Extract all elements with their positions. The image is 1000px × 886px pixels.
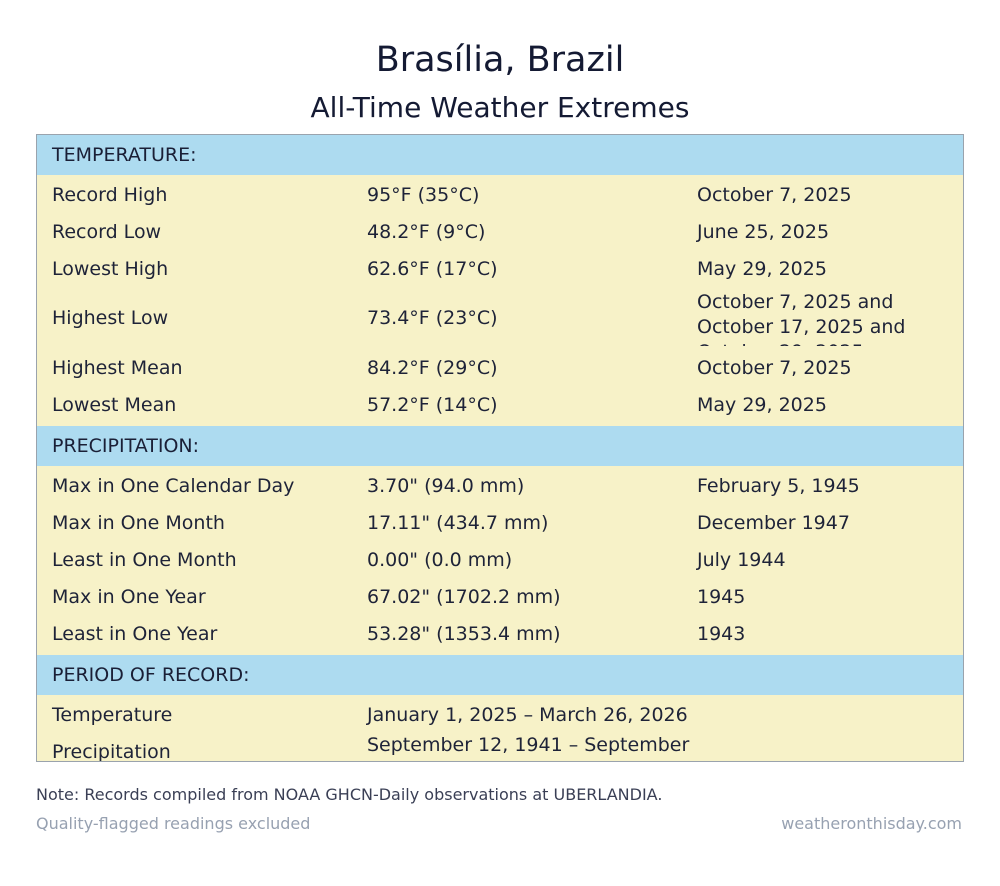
row-value: 62.6°F (17°C)	[367, 257, 498, 280]
section-header-temperature: TEMPERATURE:	[37, 135, 963, 175]
row-value: 53.28" (1353.4 mm)	[367, 622, 561, 645]
section-header-period: PERIOD OF RECORD:	[37, 655, 963, 695]
table-row: Lowest High 62.6°F (17°C) May 29, 2025	[37, 250, 963, 287]
row-date: May 29, 2025	[697, 257, 827, 280]
row-value: 3.70" (94.0 mm)	[367, 474, 525, 497]
row-label: Least in One Month	[52, 548, 237, 571]
row-value: January 1, 2025 – March 26, 2026	[367, 703, 688, 726]
row-date: May 29, 2025	[697, 393, 827, 416]
extremes-table: TEMPERATURE: Record High 95°F (35°C) Oct…	[36, 134, 964, 762]
table-row: Lowest Mean 57.2°F (14°C) May 29, 2025	[37, 386, 963, 423]
row-label: Highest Low	[52, 307, 169, 329]
row-date: 1943	[697, 622, 746, 645]
quality-note: Quality-flagged readings excluded	[36, 814, 311, 833]
table-row: Record High 95°F (35°C) October 7, 2025	[37, 176, 963, 213]
row-label: Record High	[52, 183, 168, 206]
row-date: December 1947	[697, 511, 850, 534]
footer-note: Note: Records compiled from NOAA GHCN-Da…	[36, 785, 663, 804]
section-body-precipitation: Max in One Calendar Day 3.70" (94.0 mm) …	[37, 466, 963, 655]
row-date: October 7, 2025	[697, 356, 852, 379]
row-value: 84.2°F (29°C)	[367, 356, 498, 379]
row-value: 17.11" (434.7 mm)	[367, 511, 549, 534]
table-row: Max in One Month 17.11" (434.7 mm) Decem…	[37, 504, 963, 541]
page-subtitle: All-Time Weather Extremes	[310, 91, 690, 124]
row-label: Precipitation	[52, 740, 171, 762]
row-value: 0.00" (0.0 mm)	[367, 548, 513, 571]
row-label: Temperature	[52, 703, 173, 726]
row-value: 48.2°F (9°C)	[367, 220, 486, 243]
row-label: Max in One Year	[52, 585, 206, 608]
table-row: Least in One Month 0.00" (0.0 mm) July 1…	[37, 541, 963, 578]
section-header-precipitation: PRECIPITATION:	[37, 426, 963, 466]
table-row: Record Low 48.2°F (9°C) June 25, 2025	[37, 213, 963, 250]
table-row: Least in One Year 53.28" (1353.4 mm) 194…	[37, 615, 963, 652]
table-row: Max in One Calendar Day 3.70" (94.0 mm) …	[37, 467, 963, 504]
row-label: Record Low	[52, 220, 162, 243]
row-label: Highest Mean	[52, 356, 183, 379]
row-value: 73.4°F (23°C)	[367, 307, 498, 329]
row-value: 95°F (35°C)	[367, 183, 480, 206]
table-row: Temperature January 1, 2025 – March 26, …	[37, 696, 963, 733]
table-row: Max in One Year 67.02" (1702.2 mm) 1945	[37, 578, 963, 615]
row-date: October 7, 2025	[697, 183, 852, 206]
row-date: July 1944	[697, 548, 786, 571]
row-value: September 12, 1941 – September 20, 1993	[367, 734, 690, 761]
row-value: 57.2°F (14°C)	[367, 393, 498, 416]
row-date: February 5, 1945	[697, 474, 860, 497]
row-label: Lowest High	[52, 257, 169, 280]
row-date: June 25, 2025	[697, 220, 830, 243]
table-row: Highest Mean 84.2°F (29°C) October 7, 20…	[37, 349, 963, 386]
row-label: Least in One Year	[52, 622, 218, 645]
source-label: weatheronthisday.com	[781, 814, 962, 833]
table-row: Precipitation September 12, 1941 – Septe…	[37, 733, 963, 762]
section-body-period: Temperature January 1, 2025 – March 26, …	[37, 695, 963, 762]
row-label: Max in One Month	[52, 511, 225, 534]
page-title: Brasília, Brazil	[375, 40, 625, 80]
row-label: Lowest Mean	[52, 393, 177, 416]
row-date: October 7, 2025 and October 17, 2025 and…	[697, 291, 906, 346]
table-row: Highest Low 73.4°F (23°C) October 7, 202…	[37, 287, 963, 349]
row-label: Max in One Calendar Day	[52, 474, 295, 497]
row-date: 1945	[697, 585, 746, 608]
row-value: 67.02" (1702.2 mm)	[367, 585, 561, 608]
section-body-temperature: Record High 95°F (35°C) October 7, 2025 …	[37, 175, 963, 426]
